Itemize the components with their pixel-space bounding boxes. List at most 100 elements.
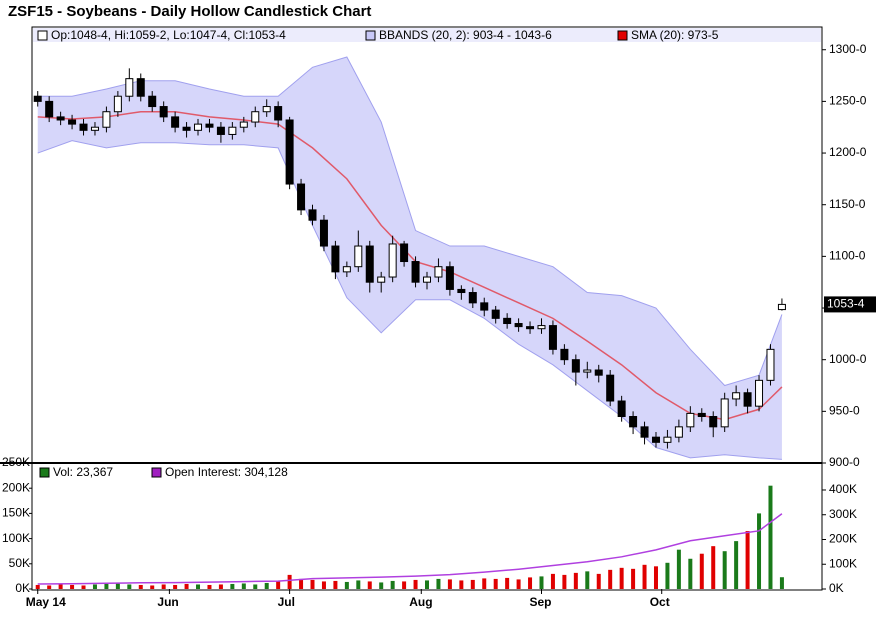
candle-body	[285, 119, 294, 185]
candle-body	[468, 292, 477, 304]
volume-bar	[207, 584, 212, 589]
volume-bar	[482, 578, 487, 589]
volume-bar	[779, 577, 784, 589]
volume-bar	[550, 573, 555, 589]
legend-label: Op:1048-4, Hi:1059-2, Lo:1047-4, Cl:1053…	[51, 28, 286, 42]
volume-bar	[58, 584, 63, 589]
volume-bar	[333, 580, 338, 589]
candle-body	[319, 219, 328, 247]
volume-bar	[241, 583, 246, 589]
candle-body	[297, 183, 306, 211]
candle-body	[102, 111, 111, 128]
candle-body	[640, 426, 649, 438]
volume-bar	[81, 585, 86, 589]
bbands-edge	[37, 56, 783, 387]
volume-bar	[699, 553, 704, 589]
y-tick-label: 1000-0	[829, 352, 867, 366]
candle-body	[445, 266, 454, 290]
x-tick-label: Sep	[529, 595, 551, 609]
candle-body	[583, 369, 592, 373]
volume-bar	[436, 578, 441, 589]
candle-body	[331, 245, 340, 273]
volume-bar	[596, 573, 601, 589]
volume-bar	[344, 581, 349, 589]
volume-bar	[608, 569, 613, 589]
y-tick-label: 1200-0	[829, 145, 867, 159]
candle-body	[709, 416, 718, 428]
candle-body	[205, 123, 214, 128]
legend-swatch	[365, 30, 376, 41]
volume-bar	[70, 584, 75, 589]
volume-bar	[539, 576, 544, 589]
volume-bar	[425, 580, 429, 589]
candle-body	[423, 276, 431, 283]
volume-bar	[356, 580, 361, 589]
candle-body	[308, 209, 317, 221]
volume-bar	[516, 579, 521, 589]
y-tick-label: 900-0	[829, 455, 860, 469]
bbands-fill	[37, 56, 782, 460]
volume-bar	[321, 581, 326, 589]
candle-body	[766, 348, 775, 381]
volume-bar	[115, 582, 120, 589]
volume-bar	[104, 583, 109, 589]
y-tick-label: 200K	[2, 480, 30, 494]
volume-bar	[642, 564, 647, 589]
candle-body	[113, 95, 122, 113]
legend-swatch	[39, 467, 50, 478]
candle-body	[262, 106, 271, 113]
volume-bar	[310, 579, 315, 589]
candle-body	[434, 266, 443, 278]
candle-body	[365, 245, 374, 283]
volume-bar	[367, 581, 372, 589]
last-price-box	[824, 296, 876, 313]
volume-bar	[676, 549, 681, 589]
y2-tick-label: 200K	[829, 532, 857, 546]
volume-bar	[230, 583, 235, 589]
candle-body	[720, 398, 729, 428]
candle-body	[755, 379, 764, 407]
candle-body	[548, 325, 557, 350]
volume-bar	[493, 578, 498, 589]
volume-bar	[619, 567, 624, 589]
volume-bar	[470, 579, 475, 589]
candle-body	[239, 121, 248, 128]
volume-bar	[276, 581, 281, 589]
volume-bar	[573, 572, 578, 589]
candle-body	[148, 95, 157, 108]
candle-body	[617, 400, 626, 418]
candle-body	[171, 116, 180, 128]
legend-swatch	[617, 30, 628, 41]
y-tick-label: 1300-0	[829, 42, 867, 56]
volume-bar	[459, 580, 464, 589]
volume-bar	[150, 585, 155, 589]
volume-bar	[528, 577, 533, 589]
candle-body	[159, 106, 168, 118]
volume-bar	[722, 551, 727, 589]
volume-bar	[173, 584, 178, 589]
y2-tick-label: 300K	[829, 507, 857, 521]
candle-body	[777, 303, 786, 311]
volume-bar	[768, 485, 773, 589]
candle-body	[606, 374, 615, 402]
candle-body	[45, 100, 54, 118]
candle-body	[90, 126, 99, 131]
legend-label: BBANDS (20, 2): 903-4 - 1043-6	[379, 28, 552, 42]
volume-bar	[390, 580, 395, 589]
volume-bar	[447, 579, 452, 589]
candle-body	[732, 392, 741, 400]
legend-label: SMA (20): 973-5	[631, 28, 719, 42]
legend-label: Vol: 23,367	[53, 465, 113, 479]
open-interest-line	[37, 513, 783, 585]
candle-body	[251, 111, 260, 123]
volume-bar	[562, 574, 567, 589]
y-tick-label: 50K	[9, 556, 30, 570]
volume-bar	[264, 582, 269, 589]
legend-swatch	[151, 467, 162, 478]
volume-bar	[631, 568, 636, 589]
candle-body	[68, 119, 77, 125]
volume-bar	[413, 579, 418, 589]
candle-body	[56, 116, 65, 121]
y-tick-label: 150K	[2, 506, 30, 520]
